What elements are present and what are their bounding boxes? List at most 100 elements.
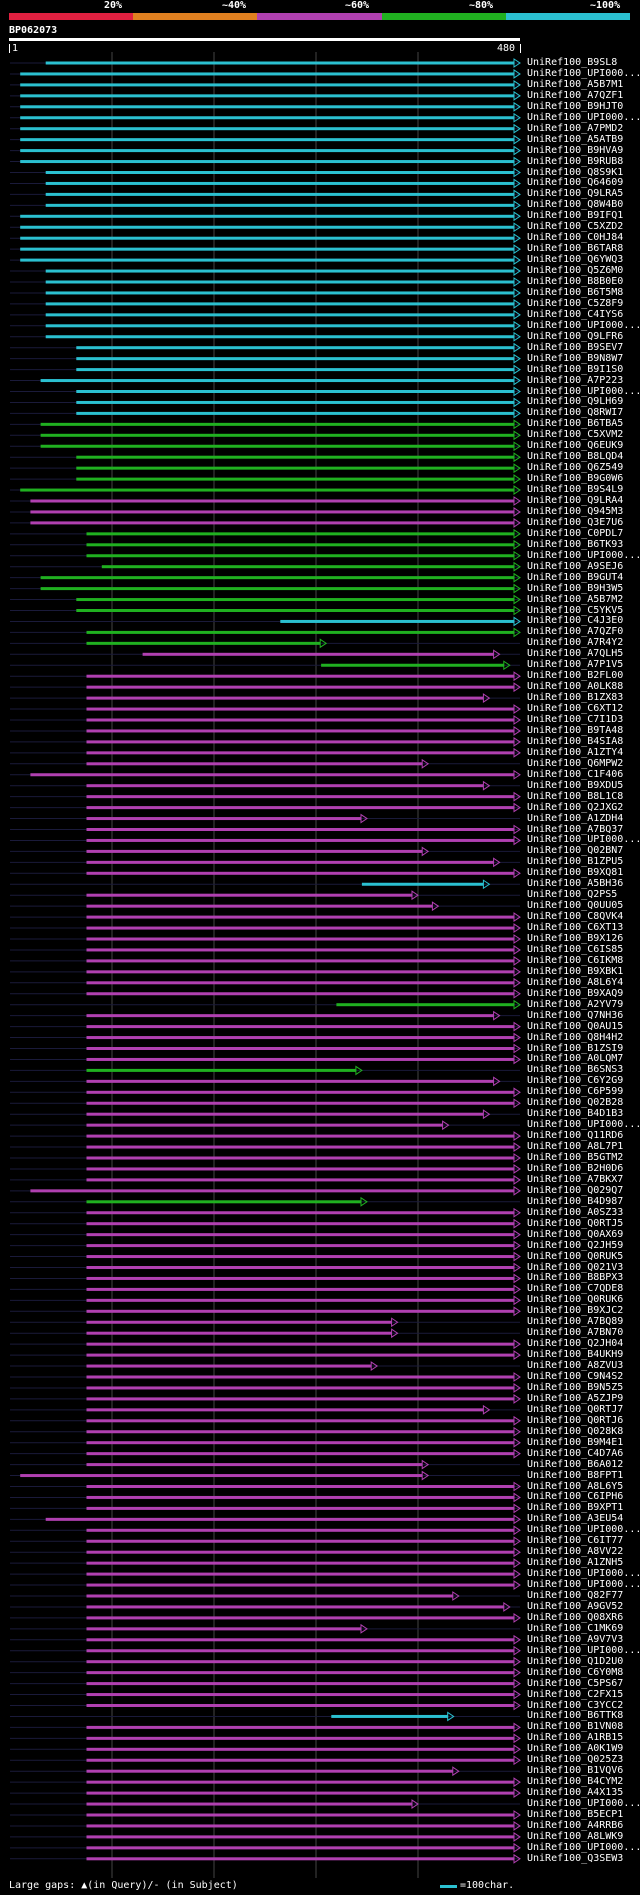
hit-label[interactable]: UniRef100_UPI000... <box>527 1841 640 1853</box>
hit-label[interactable]: UniRef100_B9N8W7 <box>527 352 624 364</box>
hit-label[interactable]: UniRef100_Q2JH04 <box>527 1338 624 1350</box>
hit-label[interactable]: UniRef100_A7QZF1 <box>527 89 624 101</box>
hit-label[interactable]: UniRef100_A5B7M1 <box>527 78 624 90</box>
hit-label[interactable]: UniRef100_B1ZX83 <box>527 692 624 704</box>
hit-label[interactable]: UniRef100_Q02B28 <box>527 1097 624 1109</box>
hit-label[interactable]: UniRef100_Q02BN7 <box>527 845 624 857</box>
hit-label[interactable]: UniRef100_B9IFQ1 <box>527 210 624 222</box>
hit-label[interactable]: UniRef100_B6A012 <box>527 1458 624 1470</box>
hit-label[interactable]: UniRef100_Q0RTJ6 <box>527 1414 624 1426</box>
hit-label[interactable]: UniRef100_B1ZPU5 <box>527 856 624 868</box>
hit-label[interactable]: UniRef100_C6XT12 <box>527 703 624 715</box>
hit-label[interactable]: UniRef100_A5BH36 <box>527 878 624 890</box>
hit-label[interactable]: UniRef100_Q0UU05 <box>527 900 624 912</box>
hit-label[interactable]: UniRef100_Q0RTJ5 <box>527 1217 624 1229</box>
hit-label[interactable]: UniRef100_UPI000... <box>527 1644 640 1656</box>
hit-label[interactable]: UniRef100_B9XDU5 <box>527 779 624 791</box>
hit-label[interactable]: UniRef100_Q11RD6 <box>527 1130 624 1142</box>
hit-label[interactable]: UniRef100_B9HJT0 <box>527 100 624 112</box>
hit-label[interactable]: UniRef100_C1F406 <box>527 768 624 780</box>
hit-label[interactable]: UniRef100_UPI000... <box>527 1579 640 1591</box>
hit-label[interactable]: UniRef100_C5XVM2 <box>527 429 624 441</box>
hit-label[interactable]: UniRef100_B9XAQ9 <box>527 987 624 999</box>
hit-label[interactable]: UniRef100_C5YKV5 <box>527 604 624 616</box>
hit-label[interactable]: UniRef100_C3YCC2 <box>527 1699 624 1711</box>
hit-label[interactable]: UniRef100_Q9LH69 <box>527 396 624 408</box>
hit-label[interactable]: UniRef100_A7PMD2 <box>527 122 624 134</box>
hit-label[interactable]: UniRef100_A8LWK9 <box>527 1830 624 1842</box>
hit-label[interactable]: UniRef100_Q6EUK9 <box>527 440 624 452</box>
hit-label[interactable]: UniRef100_C7I1D3 <box>527 714 624 725</box>
hit-label[interactable]: UniRef100_Q8H4H2 <box>527 1031 624 1043</box>
hit-label[interactable]: UniRef100_A8ZVU3 <box>527 1360 624 1372</box>
hit-label[interactable]: UniRef100_C5XZD2 <box>527 221 624 233</box>
hit-label[interactable]: UniRef100_C6P599 <box>527 1086 624 1098</box>
hit-label[interactable]: UniRef100_UPI000... <box>527 549 640 561</box>
hit-label[interactable]: UniRef100_B9RUB8 <box>527 155 624 167</box>
hit-label[interactable]: UniRef100_C4IYS6 <box>527 308 624 320</box>
hit-label[interactable]: UniRef100_B6SNS3 <box>527 1064 624 1076</box>
hit-label[interactable]: UniRef100_B8FPT1 <box>527 1469 624 1481</box>
hit-label[interactable]: UniRef100_Q2JXG2 <box>527 801 624 813</box>
hit-label[interactable]: UniRef100_A0K1W9 <box>527 1743 624 1755</box>
hit-label[interactable]: UniRef100_B1VQV6 <box>527 1765 624 1777</box>
hit-label[interactable]: UniRef100_A8L6Y4 <box>527 976 624 988</box>
hit-label[interactable]: UniRef100_B8B0E0 <box>527 276 624 287</box>
hit-label[interactable]: UniRef100_C5PS67 <box>527 1677 624 1689</box>
hit-label[interactable]: UniRef100_B9XPT1 <box>527 1502 624 1514</box>
hit-label[interactable]: UniRef100_B6TTK8 <box>527 1710 624 1722</box>
hit-label[interactable]: UniRef100_Q8S9K1 <box>527 166 624 178</box>
hit-label[interactable]: UniRef100_Q0AX69 <box>527 1228 624 1240</box>
hit-label[interactable]: UniRef100_C6Y0M8 <box>527 1666 624 1678</box>
hit-label[interactable]: UniRef100_C9N4S2 <box>527 1371 624 1382</box>
hit-label[interactable]: UniRef100_B9SEV7 <box>527 341 624 353</box>
hit-label[interactable]: UniRef100_UPI000... <box>527 1524 640 1536</box>
hit-label[interactable]: UniRef100_B9XQ81 <box>527 867 624 879</box>
hit-label[interactable]: UniRef100_Q3SEW3 <box>527 1852 624 1864</box>
hit-label[interactable]: UniRef100_B6TK93 <box>527 538 624 550</box>
hit-label[interactable]: UniRef100_A7BQ37 <box>527 823 624 835</box>
hit-label[interactable]: UniRef100_C4J3E0 <box>527 615 624 627</box>
hit-label[interactable]: UniRef100_Q029Q7 <box>527 1184 624 1196</box>
hit-label[interactable]: UniRef100_C4D7A6 <box>527 1447 624 1459</box>
hit-label[interactable]: UniRef100_Q0AU15 <box>527 1020 624 1032</box>
hit-label[interactable]: UniRef100_B9TA48 <box>527 724 624 736</box>
hit-label[interactable]: UniRef100_A7R4Y2 <box>527 637 624 649</box>
hit-label[interactable]: UniRef100_Q7NH36 <box>527 1009 624 1021</box>
hit-label[interactable]: UniRef100_Q2JH59 <box>527 1239 624 1251</box>
hit-label[interactable]: UniRef100_B9S4L9 <box>527 484 624 496</box>
hit-label[interactable]: UniRef100_C2FX15 <box>527 1688 624 1700</box>
hit-label[interactable]: UniRef100_Q0RTJ7 <box>527 1403 624 1415</box>
hit-label[interactable]: UniRef100_A8L6Y5 <box>527 1480 624 1492</box>
hit-label[interactable]: UniRef100_B6TBA5 <box>527 418 624 430</box>
hit-label[interactable]: UniRef100_A9SEJ6 <box>527 560 624 572</box>
hit-label[interactable]: UniRef100_Q025Z3 <box>527 1754 624 1766</box>
hit-label[interactable]: UniRef100_A8L7P1 <box>527 1141 624 1153</box>
hit-label[interactable]: UniRef100_Q945M3 <box>527 505 624 517</box>
hit-label[interactable]: UniRef100_UPI000... <box>527 1568 640 1580</box>
hit-label[interactable]: UniRef100_B9HVA9 <box>527 144 624 156</box>
hit-label[interactable]: UniRef100_Q9LRA5 <box>527 188 624 200</box>
hit-label[interactable]: UniRef100_B4D1B3 <box>527 1108 624 1120</box>
hit-label[interactable]: UniRef100_A1ZDH4 <box>527 812 624 824</box>
hit-label[interactable]: UniRef100_B9X126 <box>527 933 624 944</box>
hit-label[interactable]: UniRef100_A7QLH5 <box>527 648 624 660</box>
hit-label[interactable]: UniRef100_B2FL00 <box>527 670 624 682</box>
hit-label[interactable]: UniRef100_B2H0D6 <box>527 1162 624 1174</box>
hit-label[interactable]: UniRef100_C0HJ84 <box>527 232 624 244</box>
hit-label[interactable]: UniRef100_B5GTM2 <box>527 1152 624 1163</box>
hit-label[interactable]: UniRef100_C5Z8F9 <box>527 297 624 309</box>
hit-label[interactable]: UniRef100_C6IPH6 <box>527 1491 624 1503</box>
hit-label[interactable]: UniRef100_A2YV79 <box>527 998 624 1010</box>
hit-label[interactable]: UniRef100_B9N5Z5 <box>527 1381 624 1393</box>
hit-label[interactable]: UniRef100_A5B7M2 <box>527 593 624 605</box>
hit-label[interactable]: UniRef100_A7BQ89 <box>527 1316 624 1328</box>
hit-label[interactable]: UniRef100_A7P1V5 <box>527 659 624 671</box>
hit-label[interactable]: UniRef100_Q3E7U6 <box>527 516 624 528</box>
hit-label[interactable]: UniRef100_A0LK88 <box>527 681 624 693</box>
hit-label[interactable]: UniRef100_Q8RWI7 <box>527 407 624 419</box>
hit-label[interactable]: UniRef100_UPI000... <box>527 111 640 123</box>
hit-label[interactable]: UniRef100_Q64609 <box>527 177 624 189</box>
hit-label[interactable]: UniRef100_B4CYM2 <box>527 1776 624 1788</box>
hit-label[interactable]: UniRef100_C1MK69 <box>527 1622 624 1634</box>
